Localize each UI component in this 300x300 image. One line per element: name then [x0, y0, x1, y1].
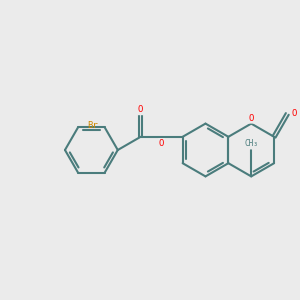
Text: CH₃: CH₃ — [244, 140, 258, 148]
Text: O: O — [159, 139, 164, 148]
Text: O: O — [248, 114, 254, 123]
Text: O: O — [138, 105, 143, 114]
Text: Br: Br — [87, 121, 98, 130]
Text: O: O — [291, 110, 297, 118]
